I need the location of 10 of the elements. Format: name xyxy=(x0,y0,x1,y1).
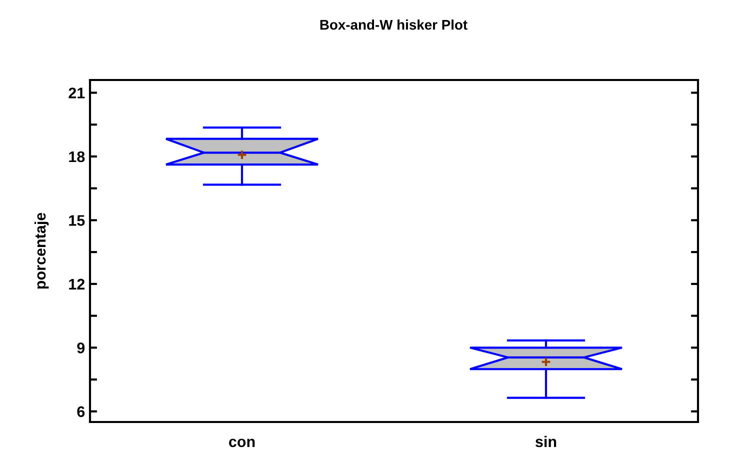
y-tick-label: 6 xyxy=(77,406,85,418)
x-tick-label: sin xyxy=(536,436,556,448)
y-tick-label: 18 xyxy=(69,151,85,162)
y-tick-label: 9 xyxy=(77,342,85,354)
x-tick-label: con xyxy=(229,438,255,448)
chart-title: Box-and-W hisker Plot xyxy=(320,20,468,30)
y-tick-label: 21 xyxy=(68,88,85,98)
y-axis-title: porcentaje xyxy=(34,212,49,289)
y-tick-label: 12 xyxy=(69,278,85,290)
y-tick-label: 15 xyxy=(69,215,85,226)
